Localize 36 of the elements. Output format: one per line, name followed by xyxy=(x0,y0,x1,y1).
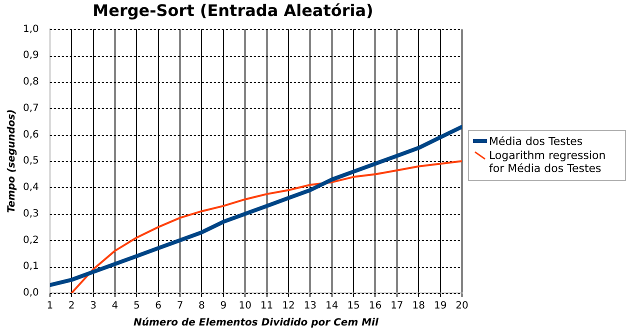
x-tick-label: 5 xyxy=(133,300,140,312)
x-tick-label: 2 xyxy=(68,300,75,312)
x-axis-title: Número de Elementos Dividido por Cem Mil xyxy=(134,318,379,329)
x-tick-label: 14 xyxy=(325,300,338,312)
x-tick-label: 13 xyxy=(304,300,317,312)
legend-label: Média dos Testes xyxy=(489,135,583,148)
x-tick-label: 3 xyxy=(90,300,96,312)
y-tick-label: 0,3 xyxy=(22,208,39,220)
y-tick-label: 0,9 xyxy=(22,50,39,62)
x-tick-label: 9 xyxy=(220,300,227,312)
y-axis-title: Tempo (segundos) xyxy=(6,109,18,213)
x-tick-label: 18 xyxy=(412,300,425,312)
y-tick-label: 1,0 xyxy=(22,24,39,35)
y-tick-label: 0,5 xyxy=(22,156,39,167)
x-tick-label: 8 xyxy=(198,300,205,312)
x-tick-label: 19 xyxy=(434,300,447,312)
y-tick-label: 0,2 xyxy=(22,234,39,246)
x-tick-label: 12 xyxy=(282,300,295,312)
y-tick-label: 0,1 xyxy=(22,261,39,272)
x-tick-label: 20 xyxy=(456,300,468,312)
y-tick-label: 0,0 xyxy=(22,288,39,299)
legend-label: Logarithm regression for Média dos Testes xyxy=(489,149,607,175)
x-tick-label: 17 xyxy=(390,300,404,312)
y-tick-label: 0,8 xyxy=(22,76,39,88)
y-tick-label: 0,7 xyxy=(22,102,39,114)
x-tick-label: 11 xyxy=(260,300,274,312)
y-tick-label: 0,4 xyxy=(22,182,39,194)
x-tick-label: 6 xyxy=(155,300,162,312)
x-tick-label: 4 xyxy=(112,300,118,312)
x-tick-label: 10 xyxy=(238,300,252,312)
x-tick-label: 15 xyxy=(347,300,360,312)
x-tick-label: 16 xyxy=(368,300,382,312)
x-tick-label: 7 xyxy=(176,300,184,312)
x-tick-label: 1 xyxy=(46,300,54,312)
y-tick-label: 0,6 xyxy=(22,129,39,140)
chart-title: Merge-Sort (Entrada Aleatória) xyxy=(92,0,374,20)
